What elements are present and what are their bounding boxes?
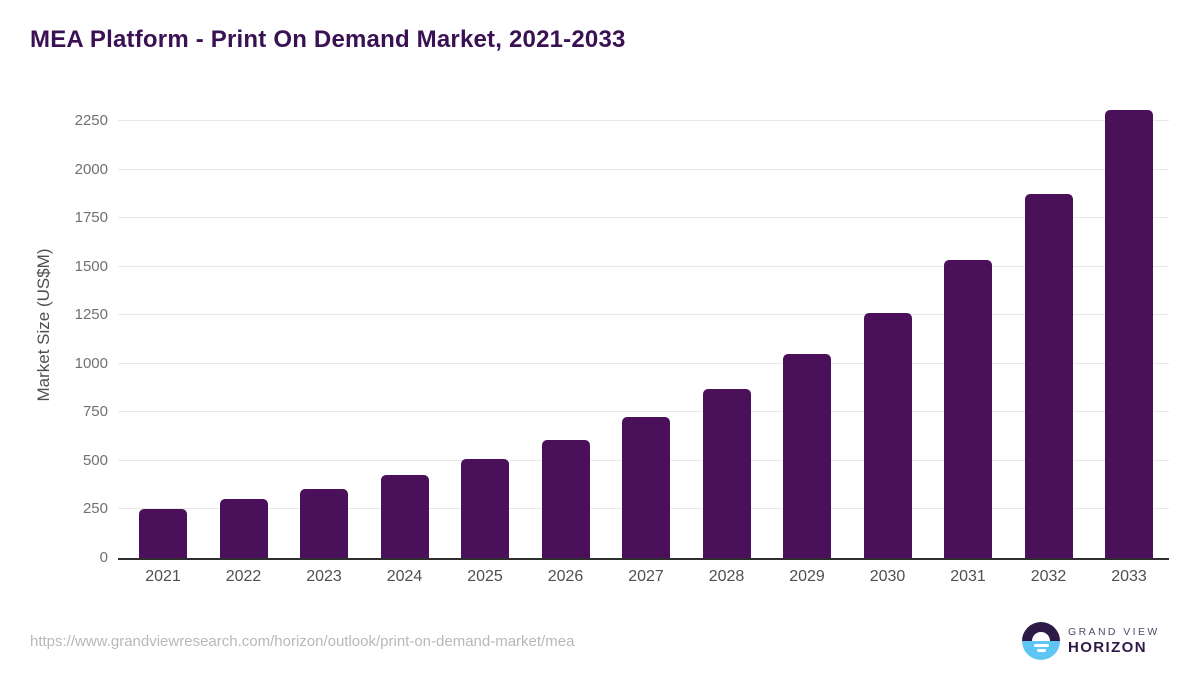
- bar-2030: [863, 312, 912, 558]
- bar-2026: [541, 439, 590, 558]
- gridline-1750: [118, 217, 1169, 219]
- gridline-1500: [118, 265, 1169, 267]
- x-tick-label-2031: 2031: [950, 568, 986, 585]
- x-tick-label-2024: 2024: [386, 568, 423, 585]
- reflection-line-icon: [1036, 649, 1046, 652]
- x-tick-label-2023: 2023: [306, 568, 342, 585]
- horizon-logo-icon: [1022, 622, 1060, 660]
- bar-2024: [380, 475, 429, 558]
- y-tick-label-2250: 2250: [74, 112, 108, 130]
- x-tick-label-2029: 2029: [789, 568, 825, 585]
- plot-area: [118, 92, 1169, 560]
- bar-2029: [783, 354, 831, 558]
- grand-view-horizon-logo: GRAND VIEW HORIZON: [1022, 622, 1160, 660]
- chart-title: MEA Platform - Print On Demand Market, 2…: [30, 26, 626, 53]
- x-tick-label-2032: 2032: [1030, 568, 1067, 585]
- bar-2028: [702, 389, 751, 558]
- logo-wordmark: GRAND VIEW HORIZON: [1068, 626, 1160, 656]
- x-tick-label-2026: 2026: [547, 568, 584, 585]
- gridline-750: [118, 411, 1169, 413]
- gridline-1250: [118, 314, 1169, 316]
- bar-2027: [622, 417, 670, 558]
- logo-brand-name: GRAND VIEW: [1068, 626, 1160, 638]
- bar-2031: [944, 259, 992, 558]
- x-tick-label-2028: 2028: [708, 568, 745, 585]
- sun-icon: [1032, 632, 1050, 641]
- bar-2033: [1105, 110, 1153, 558]
- bar-2025: [461, 459, 509, 558]
- y-tick-label-1000: 1000: [74, 354, 108, 372]
- bar-2032: [1024, 193, 1073, 558]
- bar-2021: [139, 508, 187, 558]
- y-tick-label-750: 750: [82, 403, 108, 421]
- logo-product-name: HORIZON: [1068, 639, 1147, 656]
- y-tick-label-1250: 1250: [74, 306, 108, 324]
- x-tick-label-2030: 2030: [869, 568, 906, 585]
- y-tick-label-1500: 1500: [74, 257, 108, 275]
- gridline-2250: [118, 120, 1169, 122]
- bar-2023: [300, 488, 348, 558]
- gridline-2000: [118, 168, 1169, 170]
- y-tick-label-0: 0: [99, 549, 108, 566]
- y-tick-label-250: 250: [82, 500, 108, 518]
- reflection-line-icon: [1033, 644, 1049, 647]
- y-tick-label-500: 500: [82, 451, 108, 469]
- x-tick-label-2025: 2025: [467, 568, 503, 585]
- source-url: https://www.grandviewresearch.com/horizo…: [30, 633, 575, 650]
- x-axis-tick-labels: 2021 2022 2023 2024 2025 2026 2027 2028 2029 2030…: [118, 568, 1169, 594]
- y-tick-label-1750: 1750: [74, 209, 108, 227]
- x-tick-label-2027: 2027: [628, 568, 664, 585]
- y-tick-label-2000: 2000: [74, 160, 108, 178]
- bar-2022: [219, 499, 268, 558]
- x-tick-label-2022: 2022: [225, 568, 262, 585]
- x-tick-label-2033: 2033: [1111, 568, 1147, 585]
- x-tick-label-2021: 2021: [145, 568, 181, 585]
- gridline-1000: [118, 362, 1169, 364]
